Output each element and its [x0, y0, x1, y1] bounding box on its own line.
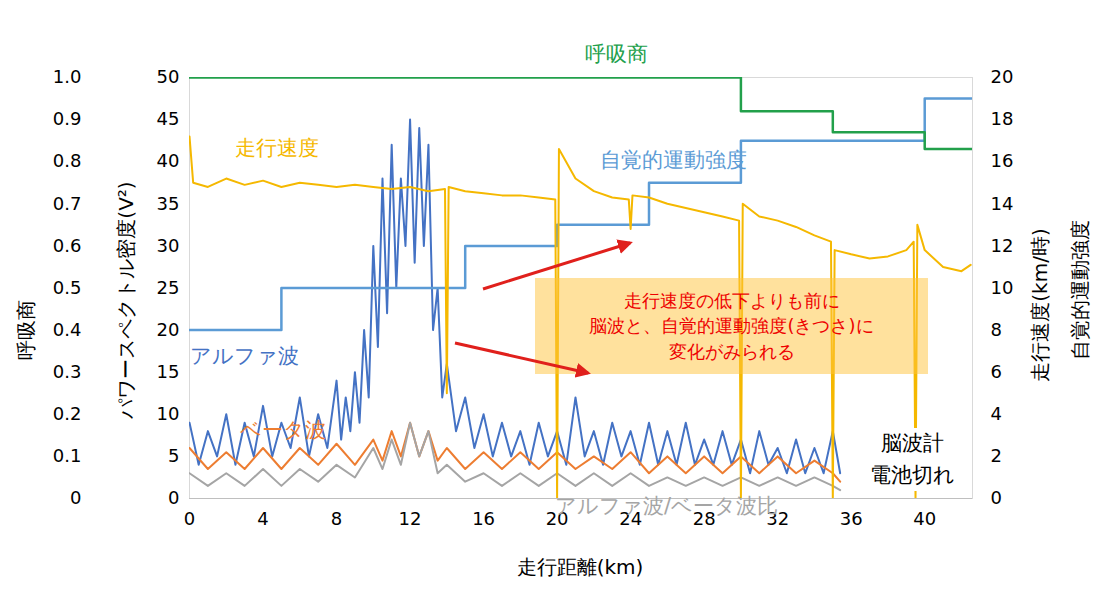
svg-text:4: 4 — [257, 508, 268, 529]
svg-text:50: 50 — [157, 66, 180, 87]
svg-text:14: 14 — [991, 193, 1014, 214]
svg-text:15: 15 — [157, 361, 180, 382]
svg-text:8: 8 — [991, 319, 1002, 340]
svg-text:40: 40 — [913, 508, 936, 529]
svg-text:40: 40 — [157, 150, 180, 171]
svg-text:8: 8 — [331, 508, 342, 529]
svg-text:0.3: 0.3 — [53, 361, 82, 382]
svg-text:5: 5 — [168, 445, 179, 466]
svg-text:0: 0 — [184, 508, 195, 529]
svg-text:16: 16 — [472, 508, 495, 529]
svg-text:0.7: 0.7 — [53, 193, 82, 214]
svg-text:0: 0 — [991, 487, 1002, 508]
svg-text:45: 45 — [157, 108, 180, 129]
svg-text:2: 2 — [991, 445, 1002, 466]
svg-text:0.9: 0.9 — [53, 108, 82, 129]
svg-text:25: 25 — [157, 277, 180, 298]
svg-text:4: 4 — [991, 403, 1002, 424]
svg-text:0.5: 0.5 — [53, 277, 82, 298]
svg-text:18: 18 — [991, 108, 1014, 129]
svg-text:35: 35 — [157, 193, 180, 214]
svg-text:10: 10 — [157, 403, 180, 424]
svg-text:1.0: 1.0 — [53, 66, 82, 87]
svg-text:36: 36 — [840, 508, 863, 529]
svg-text:0.4: 0.4 — [53, 319, 82, 340]
svg-text:16: 16 — [991, 150, 1014, 171]
svg-text:20: 20 — [157, 319, 180, 340]
svg-text:0.6: 0.6 — [53, 235, 82, 256]
svg-text:0: 0 — [168, 487, 179, 508]
svg-text:0: 0 — [70, 487, 81, 508]
svg-text:0.8: 0.8 — [53, 150, 82, 171]
svg-text:12: 12 — [991, 235, 1014, 256]
svg-text:12: 12 — [399, 508, 422, 529]
svg-text:0.2: 0.2 — [53, 403, 82, 424]
svg-text:0.1: 0.1 — [53, 445, 82, 466]
svg-text:10: 10 — [991, 277, 1014, 298]
svg-text:6: 6 — [991, 361, 1002, 382]
svg-text:30: 30 — [157, 235, 180, 256]
svg-text:20: 20 — [991, 66, 1014, 87]
